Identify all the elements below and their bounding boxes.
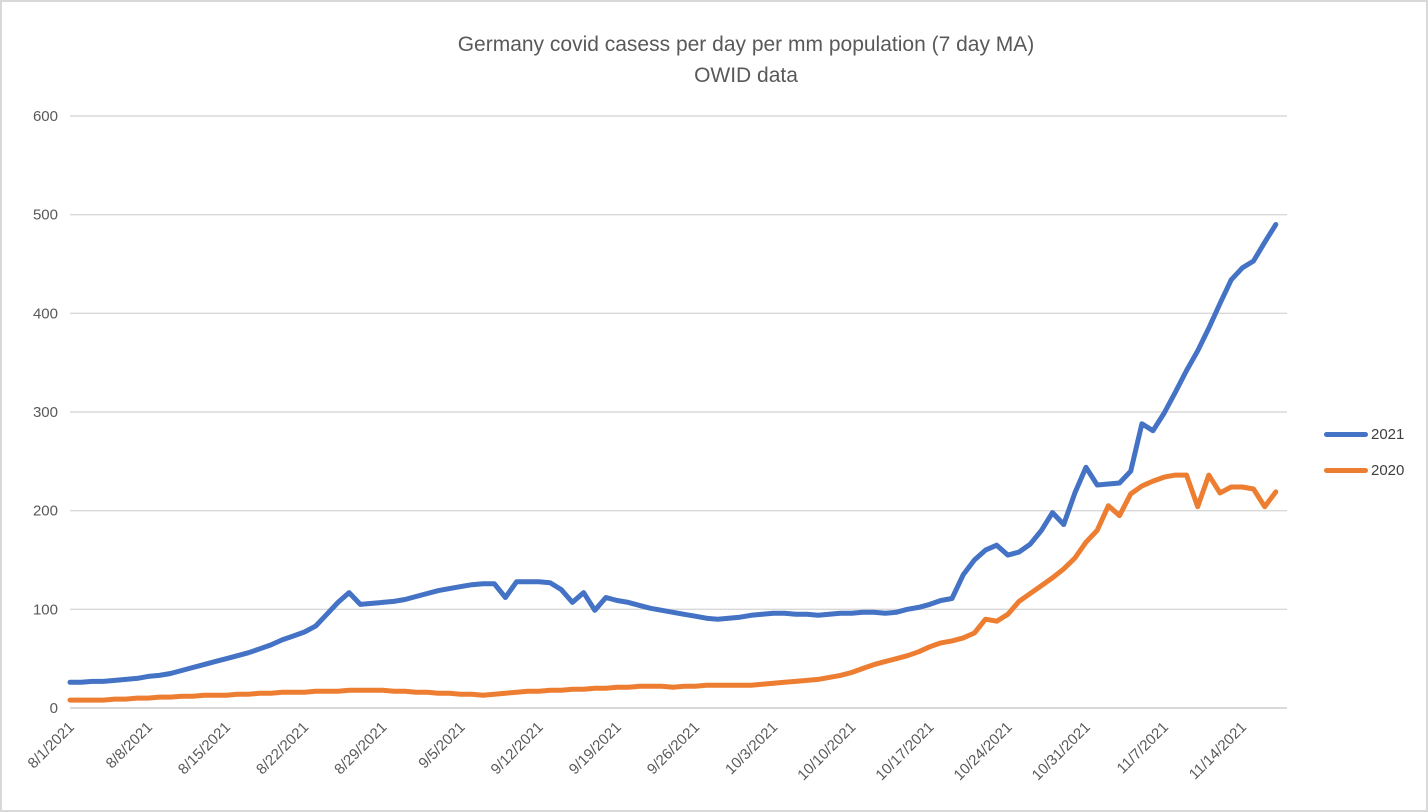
x-tick-label: 8/8/2021: [103, 719, 156, 772]
legend-label: 2021: [1371, 426, 1405, 443]
chart-legend: 2021 2020: [1324, 426, 1404, 479]
y-tick-label: 600: [33, 108, 58, 125]
series-line-2020: [67, 472, 1279, 703]
x-tick-label: 9/26/2021: [644, 719, 703, 778]
series-line-2021: [67, 222, 1279, 685]
y-tick-label: 300: [33, 404, 58, 421]
x-tick-label: 9/19/2021: [566, 719, 625, 778]
legend-label: 2020: [1371, 462, 1405, 479]
x-tick-label: 8/29/2021: [331, 719, 390, 778]
x-tick-label: 10/31/2021: [1029, 719, 1094, 784]
x-tick-label: 11/7/2021: [1114, 719, 1172, 777]
x-tick-label: 11/14/2021: [1186, 719, 1250, 783]
y-tick-label: 0: [50, 700, 58, 717]
chart-title-block: Germany covid casess per day per mm popu…: [62, 29, 1426, 91]
legend-swatch-2020: [1324, 468, 1368, 473]
x-tick-label: 8/22/2021: [253, 719, 312, 778]
y-tick-label: 500: [33, 207, 58, 224]
y-tick-label: 200: [33, 503, 58, 520]
x-tick-label: 9/5/2021: [415, 719, 468, 772]
legend-swatch-2021: [1324, 432, 1368, 437]
legend-item-2021: 2021: [1324, 426, 1404, 443]
x-tick-label: 10/3/2021: [722, 719, 781, 778]
x-tick-label: 8/1/2021: [25, 719, 78, 772]
chart-title: Germany covid casess per day per mm popu…: [457, 33, 1035, 56]
x-tick-label: 10/17/2021: [872, 719, 937, 784]
x-tick-label: 9/12/2021: [488, 719, 547, 778]
chart-subtitle: OWID data: [694, 64, 798, 87]
y-tick-label: 400: [33, 305, 58, 322]
x-tick-label: 8/15/2021: [175, 719, 234, 778]
x-tick-label: 10/10/2021: [794, 719, 859, 784]
legend-item-2020: 2020: [1324, 462, 1404, 479]
y-tick-label: 100: [33, 601, 58, 618]
x-tick-label: 10/24/2021: [951, 719, 1016, 784]
